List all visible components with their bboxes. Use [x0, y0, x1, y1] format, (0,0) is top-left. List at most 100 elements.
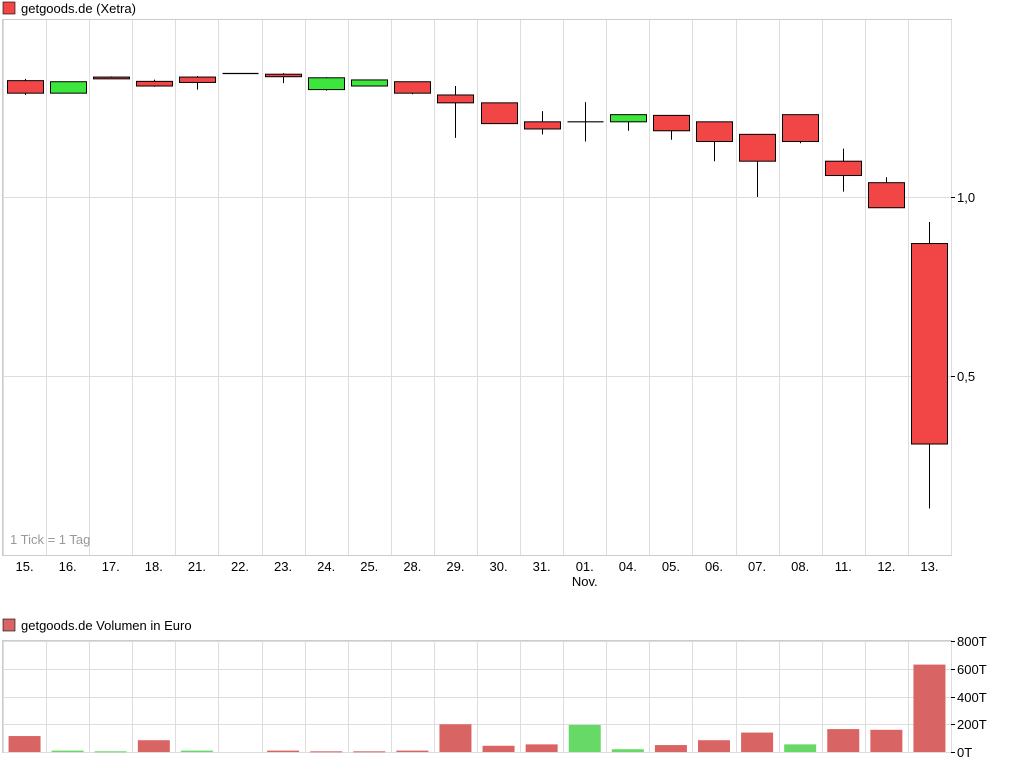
volume-bar — [353, 751, 385, 752]
volume-bar — [483, 746, 515, 752]
x-tick-label: 15. — [16, 559, 34, 574]
candle — [309, 77, 345, 91]
candle-body — [482, 103, 518, 124]
volume-y-axis: 0T 200T 400T 600T 800T — [951, 634, 987, 760]
candle — [912, 222, 948, 508]
candle — [395, 82, 431, 95]
candle-body — [912, 244, 948, 444]
volume-bar — [741, 733, 773, 752]
candle-body — [438, 95, 474, 103]
candle-body — [783, 115, 819, 142]
x-tick-label: 06. — [705, 559, 723, 574]
x-tick-label: 28. — [403, 559, 421, 574]
x-tick-label: 05. — [662, 559, 680, 574]
candle — [697, 122, 733, 161]
volume-bar — [526, 744, 558, 752]
x-tick-label: 13. — [920, 559, 938, 574]
volume-bar — [9, 736, 41, 752]
x-tick-label: 24. — [317, 559, 335, 574]
price-y-tick-label: 1,0 — [957, 190, 975, 205]
candle-body — [352, 80, 388, 86]
candle — [51, 82, 87, 93]
price-y-axis: 0,5 1,0 — [951, 190, 975, 384]
volume-panel: getgoods.de Volumen in Euro 0T 200T 400T 60… — [3, 618, 987, 760]
price-grid — [3, 20, 952, 555]
volume-bar — [181, 751, 213, 752]
candle — [266, 73, 302, 83]
x-tick-label: 31. — [533, 559, 551, 574]
candle — [352, 80, 388, 86]
x-tick-label: 21. — [188, 559, 206, 574]
candle — [568, 102, 604, 141]
x-tick-label: 04. — [619, 559, 637, 574]
candle-body — [266, 74, 302, 77]
x-tick-label: 11. — [835, 559, 852, 574]
x-tick-label: 08. — [791, 559, 809, 574]
candle — [8, 79, 44, 95]
candle-body — [180, 77, 216, 82]
volume-bar — [655, 745, 687, 752]
candle — [654, 115, 690, 139]
volume-bar — [396, 751, 428, 752]
candle-body — [826, 161, 862, 175]
candle — [180, 76, 216, 90]
volume-bar — [569, 725, 601, 752]
x-tick-label: 30. — [490, 559, 508, 574]
x-tick-label: 22. — [231, 559, 249, 574]
candle — [826, 149, 862, 192]
volume-bar — [698, 740, 730, 752]
candle — [482, 103, 518, 124]
candle-body — [51, 82, 87, 93]
x-tick-label: 18. — [145, 559, 163, 574]
volume-bar — [138, 740, 170, 752]
candle-body — [94, 77, 130, 79]
candle-body — [654, 115, 690, 130]
candle — [611, 115, 647, 131]
volume-chart-title: getgoods.de Volumen in Euro — [21, 618, 192, 633]
candle-body — [611, 115, 647, 122]
candle-body — [395, 82, 431, 93]
x-tick-label: 07. — [748, 559, 766, 574]
candle — [869, 177, 905, 207]
volume-y-tick-label: 0T — [957, 745, 972, 760]
volume-bar — [95, 751, 127, 752]
volume-bar — [267, 751, 299, 752]
price-panel: getgoods.de (Xetra) 0,5 1,0 15. 16. 17. 18. 2… — [3, 1, 976, 589]
price-chart-title: getgoods.de (Xetra) — [21, 1, 136, 16]
volume-y-tick-label: 800T — [957, 634, 987, 649]
candle-body — [525, 122, 561, 129]
candle-body — [697, 122, 733, 142]
volume-bar — [827, 729, 859, 752]
x-tick-label: 12. — [877, 559, 895, 574]
volume-grid — [3, 641, 952, 753]
month-label: Nov. — [572, 574, 598, 589]
candle-body — [740, 134, 776, 161]
candle-body — [309, 78, 345, 90]
candle-body — [137, 81, 173, 86]
x-tick-label: 23. — [274, 559, 292, 574]
candle-body — [869, 183, 905, 208]
volume-bar — [612, 749, 644, 752]
volume-legend-swatch — [3, 619, 15, 631]
price-legend-swatch — [3, 2, 15, 14]
price-y-tick-label: 0,5 — [957, 369, 975, 384]
volume-bar — [870, 730, 902, 752]
x-tick-label: 17. — [102, 559, 120, 574]
price-x-axis: 15. 16. 17. 18. 21. 22. 23. 24. 25. 28. 29. 30. 31. 0… — [16, 559, 939, 589]
tick-note: 1 Tick = 1 Tag — [10, 532, 90, 547]
volume-bar — [439, 724, 471, 752]
volume-bar — [310, 751, 342, 752]
x-tick-label: 25. — [360, 559, 378, 574]
x-tick-label: 16. — [59, 559, 77, 574]
candle — [94, 76, 130, 79]
volume-bars — [9, 665, 946, 753]
candle — [783, 115, 819, 144]
volume-y-tick-label: 200T — [957, 717, 987, 732]
candle — [137, 80, 173, 87]
candle — [525, 111, 561, 134]
candle — [740, 134, 776, 197]
volume-y-tick-label: 600T — [957, 662, 987, 677]
x-tick-label: 01. — [576, 559, 594, 574]
candle-body — [8, 81, 44, 94]
volume-y-tick-label: 400T — [957, 690, 987, 705]
